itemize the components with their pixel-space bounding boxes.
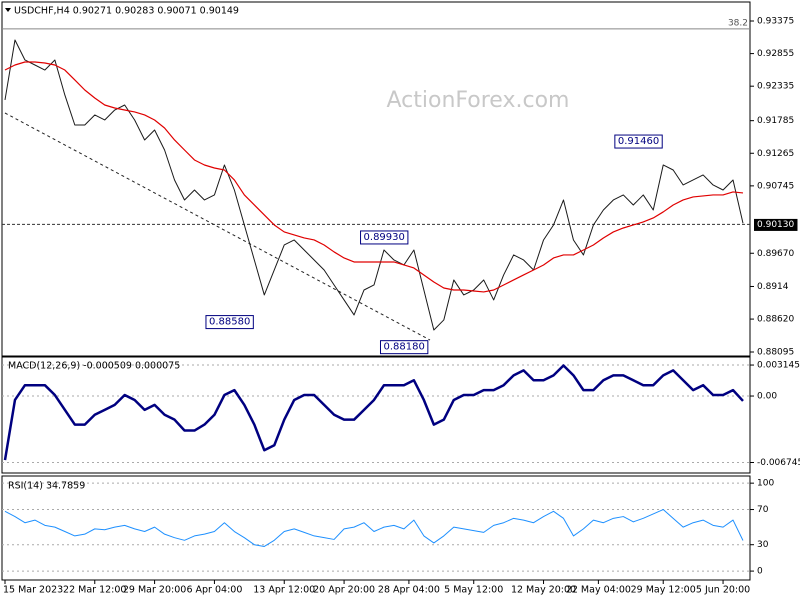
- price-annotation-box: [614, 134, 663, 149]
- x-tick-label: 28 Apr 04:00: [378, 585, 440, 596]
- y-tick-label: 0.92855: [757, 49, 794, 59]
- panel-frame: [1, 475, 751, 581]
- x-tick-label: 20 Apr 20:00: [313, 585, 375, 596]
- x-tick-label: 29 May 12:00: [631, 585, 696, 596]
- y-tick-label: 0.91265: [757, 149, 794, 159]
- x-tick-label: 13 Apr 12:00: [253, 585, 315, 596]
- y-tick-label: 0.90745: [757, 181, 794, 191]
- menu-arrow: [5, 8, 11, 12]
- y-tick-label: 30: [757, 540, 769, 550]
- price-annotation-box: [360, 230, 409, 245]
- fib-label: 38.2: [728, 18, 748, 28]
- price-annotation: 0.91460: [618, 136, 659, 147]
- y-tick-label: 0.89670: [757, 249, 794, 259]
- y-tick-label: 70: [757, 505, 769, 515]
- y-tick-label: 0.92335: [757, 82, 794, 92]
- x-tick-label: 12 May 20:00: [511, 585, 576, 596]
- price-annotation-box: [205, 315, 254, 330]
- y-tick-label: 0: [757, 567, 763, 577]
- last-price-label-box: [754, 218, 798, 231]
- y-tick-label: 100: [757, 479, 774, 489]
- price-annotation: 0.89930: [364, 232, 405, 243]
- panel-frame: [1, 356, 751, 474]
- series-line: [4, 39, 744, 331]
- x-tick-label: 6 Apr 04:00: [186, 585, 242, 596]
- panel-title: RSI(14) 34.7859: [8, 481, 85, 492]
- last-price-label: 0.90130: [757, 220, 794, 230]
- price-annotation-box: [379, 340, 429, 355]
- panel-title: MACD(12,26,9) -0.000509 0.000075: [8, 361, 180, 372]
- x-tick-label: 15 Mar 2023: [3, 585, 63, 596]
- series-line: [4, 61, 744, 293]
- y-tick-label: 0.93375: [757, 16, 794, 26]
- series-line: [4, 509, 744, 547]
- y-tick-label: 0.91785: [757, 116, 794, 126]
- series-line: [3, 364, 744, 461]
- price-annotation: 0.88580: [209, 317, 250, 328]
- watermark: ActionForex.com: [387, 88, 570, 113]
- y-tick-label: 0.88095: [757, 347, 794, 357]
- panel-title: USDCHF,H4 0.90271 0.90283 0.90071 0.9014…: [14, 6, 239, 17]
- x-tick-label: 5 Jun 20:00: [696, 585, 750, 596]
- x-tick-label: 22 Mar 12:00: [63, 585, 126, 596]
- y-tick-label: 0.88620: [757, 315, 794, 325]
- y-tick-label: -0.006745: [757, 458, 800, 468]
- y-tick-label: 0.00: [757, 392, 777, 402]
- panel-frame: [1, 1, 751, 357]
- x-tick-label: 5 May 12:00: [444, 585, 503, 596]
- price-annotation: 0.88180: [383, 342, 424, 353]
- y-tick-label: 0.003145: [757, 361, 800, 371]
- trend-line: [4, 112, 431, 341]
- y-tick-label: 0.8914: [757, 282, 789, 292]
- x-tick-label: 22 May 04:00: [566, 585, 631, 596]
- x-tick-label: 29 Mar 20:00: [123, 585, 186, 596]
